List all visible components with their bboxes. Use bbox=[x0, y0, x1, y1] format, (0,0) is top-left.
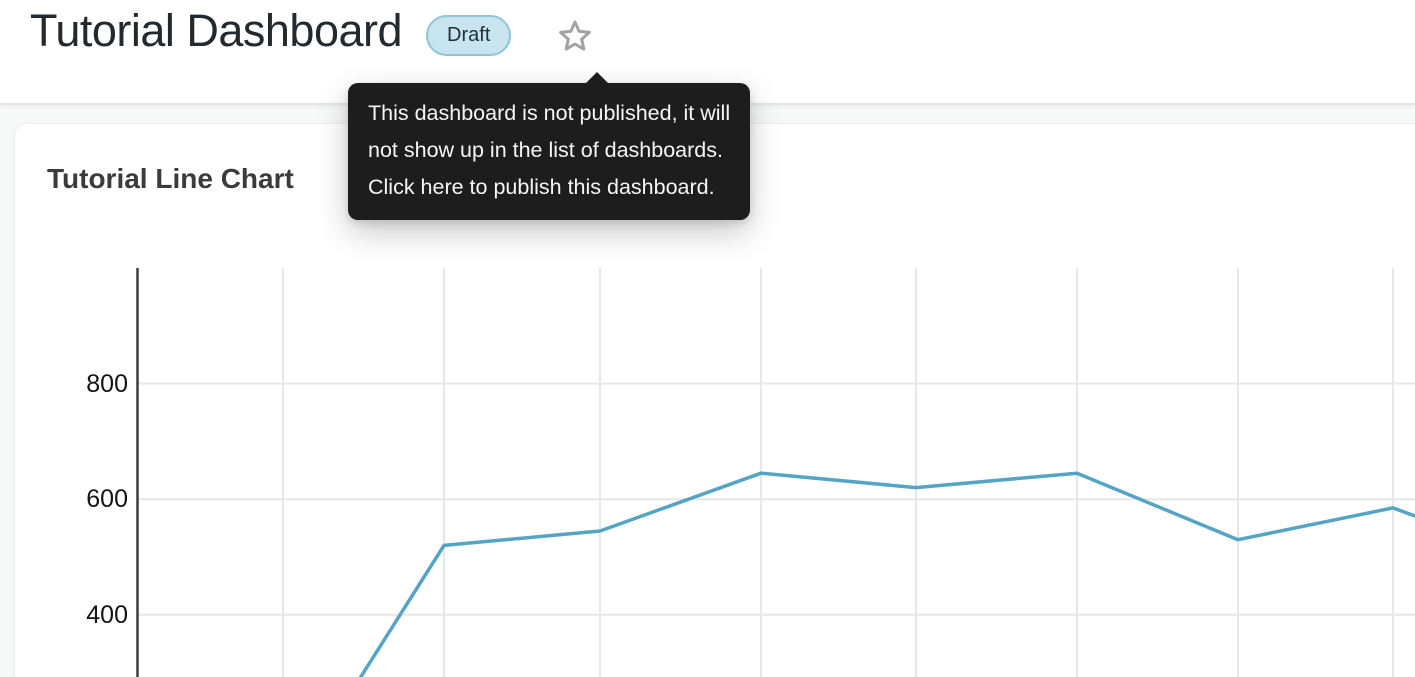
tooltip-text-line: This dashboard is not published, it will bbox=[368, 101, 731, 125]
publish-tooltip[interactable]: This dashboard is not published, it will… bbox=[348, 72, 751, 220]
tooltip-arrow bbox=[584, 72, 610, 85]
chart-title: Tutorial Line Chart bbox=[47, 163, 294, 194]
y-tick-label: 800 bbox=[86, 370, 128, 398]
tooltip-text-line: Click here to publish this dashboard. bbox=[368, 175, 715, 199]
y-tick-label: 400 bbox=[86, 601, 128, 629]
line-chart-svg bbox=[136, 268, 1415, 677]
favorite-button[interactable] bbox=[557, 19, 593, 55]
star-outline-icon bbox=[558, 19, 592, 56]
page-title: Tutorial Dashboard bbox=[30, 5, 403, 56]
y-tick-label: 600 bbox=[86, 485, 128, 513]
status-badge[interactable]: Draft bbox=[426, 15, 512, 56]
tooltip-text-line: not show up in the list of dashboards. bbox=[368, 138, 723, 162]
status-badge-label: Draft bbox=[447, 24, 491, 46]
line-chart: 800 600 400 bbox=[0, 268, 1415, 677]
